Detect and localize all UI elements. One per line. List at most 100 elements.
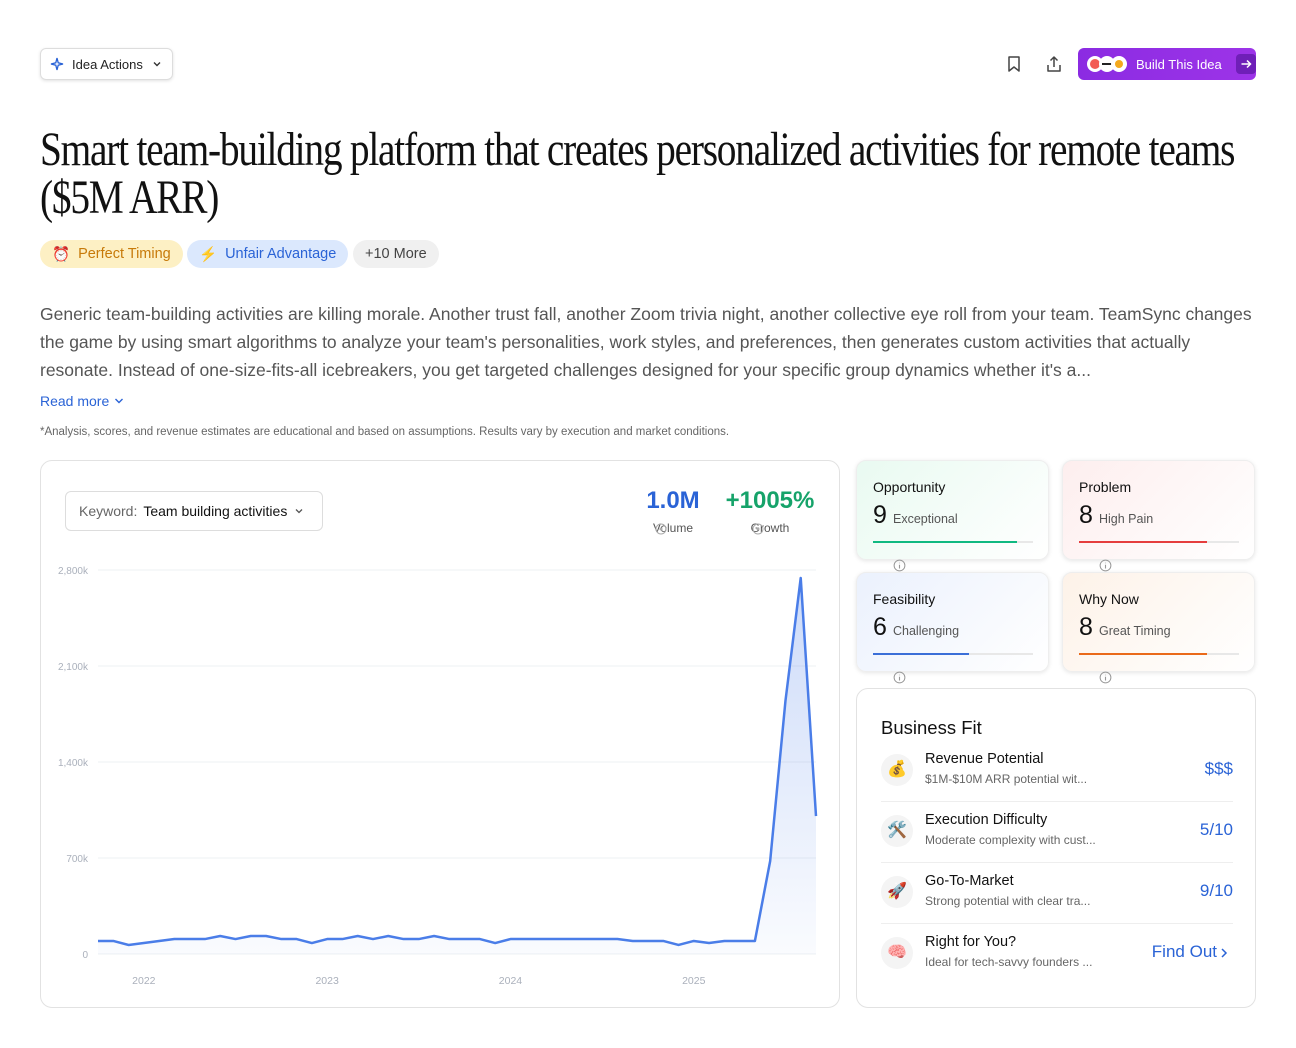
info-icon bbox=[1099, 559, 1112, 572]
fit-detail: $1M-$10M ARR potential wit... bbox=[925, 772, 1088, 786]
score-name-text: Opportunity bbox=[873, 479, 946, 495]
score-label: Exceptional bbox=[893, 512, 958, 526]
score-label: Challenging bbox=[893, 624, 960, 638]
score-card: Problem 8 High Pain bbox=[1062, 460, 1255, 572]
help-dot bbox=[659, 527, 663, 531]
help-icon bbox=[655, 523, 667, 535]
y-tick-label: 0 bbox=[82, 950, 88, 961]
stat-value: +1005% bbox=[725, 487, 815, 514]
tag: ⏰ Perfect Timing bbox=[40, 240, 183, 268]
fit-detail: Moderate complexity with cust... bbox=[925, 833, 1096, 847]
info-icon bbox=[1099, 671, 1112, 684]
score-name-text: Why Now bbox=[1079, 591, 1139, 607]
read-more-label: Read more bbox=[40, 393, 110, 409]
score-card: Opportunity 9 Exceptional bbox=[856, 460, 1049, 572]
score-fill bbox=[1079, 653, 1207, 655]
info-icon bbox=[893, 671, 906, 684]
trend-card: Keyword: Team building activities 1.0M V… bbox=[40, 460, 840, 1008]
score-label: High Pain bbox=[1099, 512, 1154, 526]
score-name: Problem bbox=[1079, 479, 1132, 572]
keyword-value: Team building activities bbox=[143, 503, 288, 519]
fit-icon: 🧠 bbox=[881, 937, 913, 969]
score-name-text: Problem bbox=[1079, 479, 1132, 495]
fit-rating: 5/10 bbox=[1199, 820, 1233, 839]
idea-actions-button[interactable]: Idea Actions bbox=[40, 48, 173, 80]
fit-icon: 🛠️ bbox=[881, 815, 913, 847]
avatar-group bbox=[1087, 56, 1127, 72]
fit-icon: 💰 bbox=[881, 754, 913, 786]
business-fit-title: Business Fit bbox=[881, 717, 982, 738]
share-button[interactable] bbox=[1044, 54, 1064, 74]
chevron-icon bbox=[295, 509, 303, 514]
help-circle bbox=[655, 523, 667, 535]
tag-label: Unfair Advantage bbox=[225, 246, 337, 262]
score-name: Feasibility bbox=[873, 591, 936, 684]
trend-chart: 0 700k 1,400k 2,100k 2,800k 2022 2023 2024 2025 bbox=[58, 566, 818, 987]
help-dot bbox=[756, 527, 760, 531]
score-value: 8 bbox=[1079, 501, 1093, 529]
score-bar bbox=[873, 541, 1033, 543]
score-name: Opportunity bbox=[873, 479, 946, 572]
business-fit-card: Business Fit 💰 Revenue Potential $1M-$10M … bbox=[856, 688, 1256, 1008]
help-icon bbox=[752, 523, 764, 535]
y-tick-label: 2,800k bbox=[58, 566, 89, 577]
bookmark-button[interactable] bbox=[1004, 54, 1024, 74]
score-fill bbox=[1079, 541, 1207, 543]
x-tick-label: 2024 bbox=[499, 975, 523, 987]
fit-row: 🛠️ Execution Difficulty Moderate complexit… bbox=[881, 802, 1233, 863]
more-tags[interactable]: +10 More bbox=[353, 240, 439, 268]
more-tags-label: +10 More bbox=[365, 246, 427, 262]
description: Generic team-building activities are kil… bbox=[40, 304, 1252, 380]
score-value: 6 bbox=[873, 613, 887, 641]
arrow-icon bbox=[1235, 54, 1256, 74]
build-button[interactable]: Build This Idea bbox=[1078, 48, 1256, 80]
x-tick-label: 2022 bbox=[132, 975, 156, 987]
stat-value: 1.0M bbox=[646, 487, 700, 514]
idea-title: Smart team-building platform that create… bbox=[40, 123, 1236, 224]
fit-row: 🧠 Right for You? Ideal for tech-savvy foun… bbox=[881, 924, 1233, 985]
fit-icon: 🚀 bbox=[881, 876, 913, 908]
score-fill bbox=[873, 653, 969, 655]
fit-name: Right for You? bbox=[925, 934, 1017, 950]
fit-row: 🚀 Go-To-Market Strong potential with clear… bbox=[881, 863, 1233, 924]
info-icon bbox=[893, 559, 906, 572]
y-tick-label: 1,400k bbox=[58, 758, 89, 769]
disclaimer: *Analysis, scores, and revenue estimates… bbox=[40, 426, 730, 438]
build-label: Build This Idea bbox=[1136, 56, 1222, 72]
fit-rating[interactable]: Find Out bbox=[1151, 942, 1217, 961]
score-bar bbox=[873, 653, 1033, 655]
keyword-label: Keyword: bbox=[79, 503, 138, 519]
score-bar bbox=[1079, 541, 1239, 543]
chevron-icon bbox=[115, 398, 124, 404]
read-more[interactable]: Read more bbox=[40, 393, 125, 409]
tag: ⚡ Unfair Advantage bbox=[187, 240, 349, 268]
score-bar bbox=[1079, 653, 1239, 655]
score-name-text: Feasibility bbox=[873, 591, 936, 607]
keyword-select[interactable]: Keyword: Team building activities bbox=[65, 491, 323, 531]
fit-detail: Strong potential with clear tra... bbox=[925, 894, 1091, 908]
score-value: 9 bbox=[873, 501, 887, 529]
score-name: Why Now bbox=[1079, 591, 1139, 684]
y-tick-label: 700k bbox=[66, 854, 89, 865]
fit-name: Go-To-Market bbox=[925, 873, 1014, 889]
fit-detail: Ideal for tech-savvy founders ... bbox=[925, 955, 1093, 969]
chevron-path bbox=[1221, 948, 1228, 958]
fit-rating: $$$ bbox=[1204, 759, 1233, 778]
sparkle-icon bbox=[50, 57, 64, 71]
info-circle bbox=[1099, 671, 1112, 684]
info-circle bbox=[893, 671, 906, 684]
info-circle bbox=[893, 559, 906, 572]
help-circle bbox=[752, 523, 764, 535]
score-value: 8 bbox=[1079, 613, 1093, 641]
tag-icon: ⏰ bbox=[52, 246, 71, 263]
score-label: Great Timing bbox=[1099, 624, 1171, 638]
idea-actions-label: Idea Actions bbox=[72, 56, 143, 72]
volume-stat: 1.0M Volume bbox=[623, 487, 723, 535]
chevron-icon bbox=[153, 62, 161, 67]
score-fill bbox=[873, 541, 1017, 543]
fit-row: 💰 Revenue Potential $1M-$10M ARR potential… bbox=[881, 741, 1233, 802]
x-tick-label: 2025 bbox=[682, 975, 706, 987]
fit-name: Revenue Potential bbox=[925, 751, 1044, 767]
tag-label: Perfect Timing bbox=[78, 246, 171, 262]
